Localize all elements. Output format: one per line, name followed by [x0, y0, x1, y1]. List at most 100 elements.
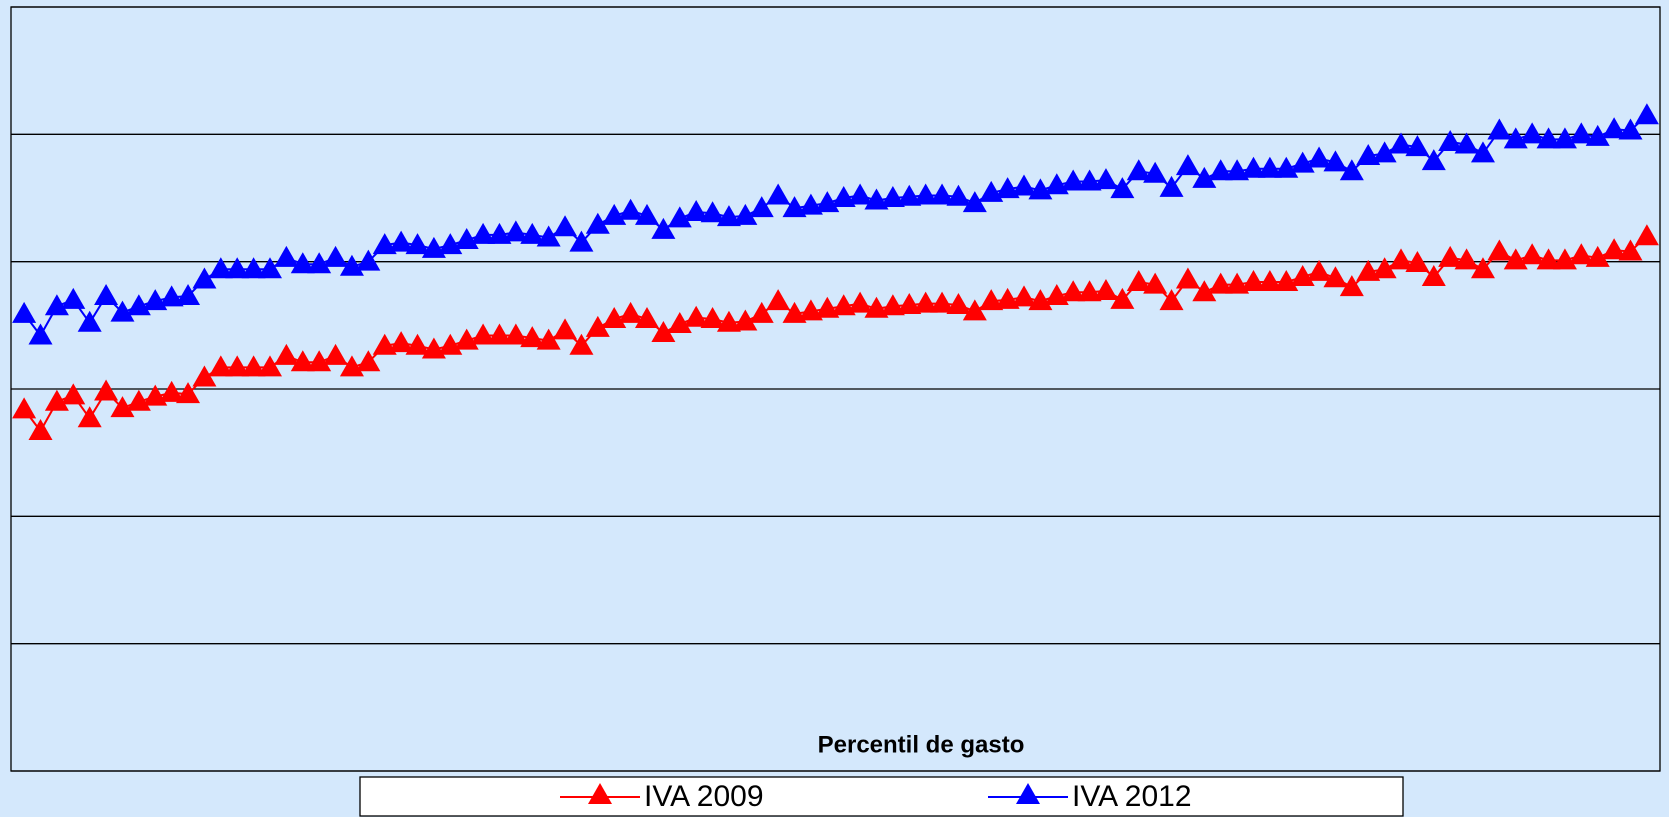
marker [1143, 161, 1168, 183]
legend-label: IVA 2009 [644, 780, 764, 813]
marker [1192, 280, 1217, 302]
marker [110, 396, 135, 418]
marker [1257, 270, 1282, 292]
marker [257, 257, 282, 279]
marker [208, 355, 233, 377]
marker [930, 291, 955, 313]
marker [44, 294, 69, 316]
marker [979, 289, 1004, 311]
marker [323, 245, 348, 267]
marker [880, 186, 905, 207]
marker [225, 257, 250, 279]
marker [356, 249, 381, 271]
marker [569, 333, 594, 355]
marker [1323, 150, 1348, 172]
marker [684, 200, 709, 222]
marker [323, 343, 348, 365]
marker [553, 318, 578, 340]
marker [1061, 169, 1086, 191]
marker [389, 230, 414, 252]
marker [962, 299, 987, 321]
marker [1372, 257, 1397, 279]
marker [241, 257, 266, 279]
marker [405, 233, 430, 255]
marker [1585, 245, 1610, 267]
marker [1192, 166, 1217, 188]
legend-box [359, 776, 1404, 817]
legend-marker [1016, 783, 1040, 804]
marker [44, 389, 69, 411]
marker [307, 252, 332, 274]
marker [733, 309, 758, 331]
marker [1077, 169, 1102, 191]
marker [716, 310, 741, 332]
marker [1618, 118, 1643, 140]
marker [1372, 141, 1397, 163]
marker [1487, 118, 1512, 140]
marker [749, 196, 774, 218]
marker [700, 201, 725, 223]
marker [28, 419, 53, 441]
marker [192, 267, 217, 289]
marker [1159, 289, 1184, 311]
marker [520, 326, 545, 348]
marker [913, 183, 938, 205]
marker [1602, 238, 1627, 260]
marker [569, 230, 594, 252]
marker [290, 350, 315, 372]
marker [1470, 257, 1495, 279]
marker [1602, 117, 1627, 139]
marker [274, 343, 299, 365]
marker [667, 206, 692, 228]
marker [1585, 124, 1610, 146]
marker [1634, 103, 1659, 125]
marker [1487, 239, 1512, 261]
marker [618, 301, 643, 323]
marker [848, 291, 873, 313]
plot-border [10, 6, 1661, 772]
marker [389, 331, 414, 353]
marker [290, 252, 315, 274]
marker [1569, 122, 1594, 144]
marker [159, 285, 184, 307]
marker [667, 312, 692, 334]
marker [1208, 159, 1233, 181]
marker [12, 397, 37, 419]
marker [110, 300, 135, 322]
marker [1012, 285, 1037, 307]
marker [1470, 141, 1495, 163]
marker [618, 198, 643, 220]
marker [1438, 129, 1463, 151]
marker [536, 225, 561, 247]
marker [241, 355, 266, 377]
marker [634, 203, 659, 225]
marker [1143, 272, 1168, 294]
marker [94, 379, 119, 401]
marker [1389, 248, 1414, 270]
marker [208, 257, 233, 279]
marker [1405, 250, 1430, 272]
marker [1323, 266, 1348, 288]
marker [946, 292, 971, 314]
marker [1339, 159, 1364, 181]
marker [307, 350, 332, 372]
marker [176, 382, 201, 404]
marker [28, 323, 53, 345]
marker [77, 406, 102, 428]
marker [12, 301, 37, 323]
marker [880, 294, 905, 316]
marker [257, 355, 282, 377]
marker [1175, 267, 1200, 289]
marker [897, 184, 922, 206]
marker [913, 291, 938, 313]
marker [651, 217, 676, 239]
marker [192, 365, 217, 387]
marker [651, 320, 676, 342]
marker [176, 284, 201, 306]
marker [684, 305, 709, 327]
marker [1175, 154, 1200, 176]
marker [1634, 224, 1659, 246]
marker [766, 183, 791, 205]
